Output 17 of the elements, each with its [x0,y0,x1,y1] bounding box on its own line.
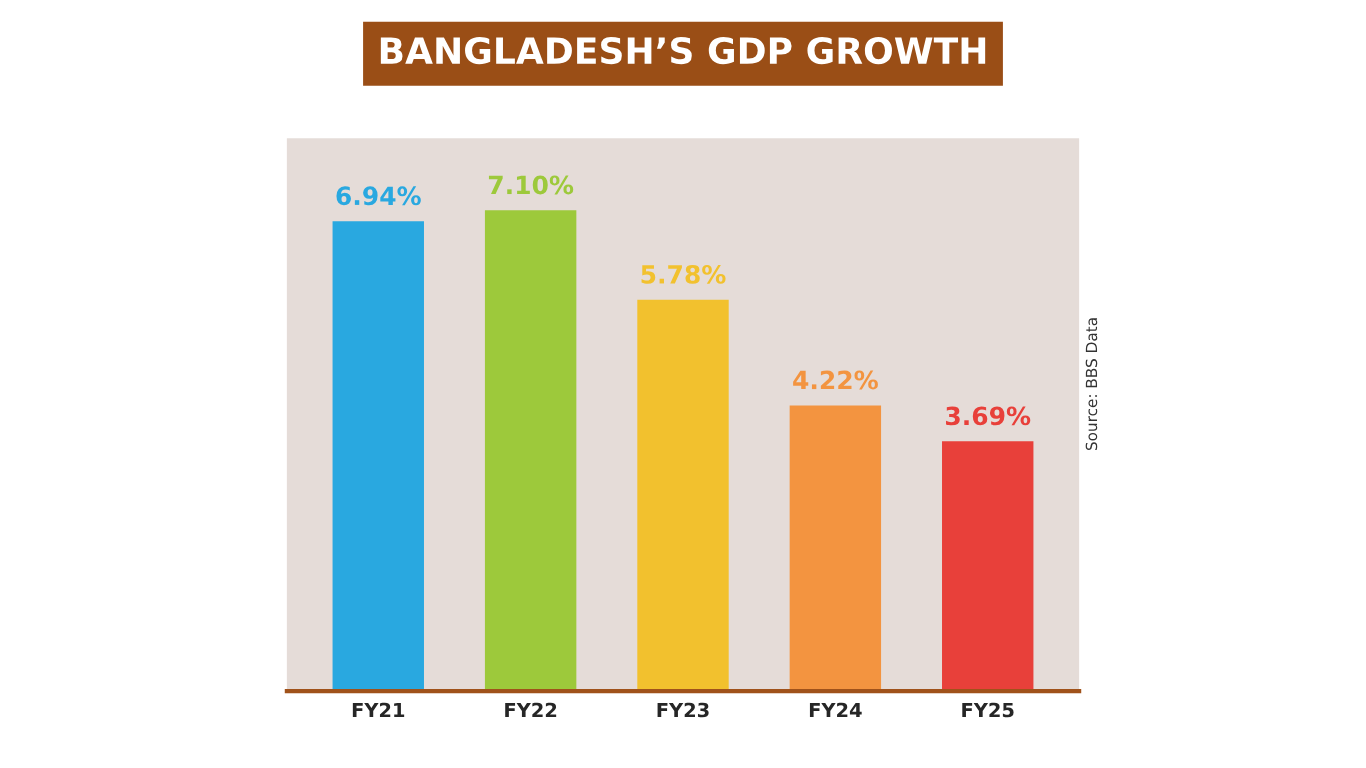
data-label: 7.10% [488,175,574,195]
chart-title: BANGLADESH’S GDP GROWTH [380,36,986,65]
bar [332,221,424,692]
x-tick-label: FY22 [505,702,557,718]
data-label: 5.78% [641,264,726,284]
x-tick-label: FY24 [809,702,862,718]
bar [789,405,882,692]
bar [637,299,729,692]
x-tick-label: FY25 [962,702,1014,718]
x-tick-label: FY21 [352,702,405,718]
source-note: Source: BBS Data [1085,318,1098,451]
data-label: 4.22% [793,370,878,390]
bar [484,210,577,692]
data-label: 6.94% [336,186,421,206]
bar [942,441,1034,692]
x-tick-label: FY23 [657,702,709,718]
data-label: 3.69% [946,406,1031,426]
